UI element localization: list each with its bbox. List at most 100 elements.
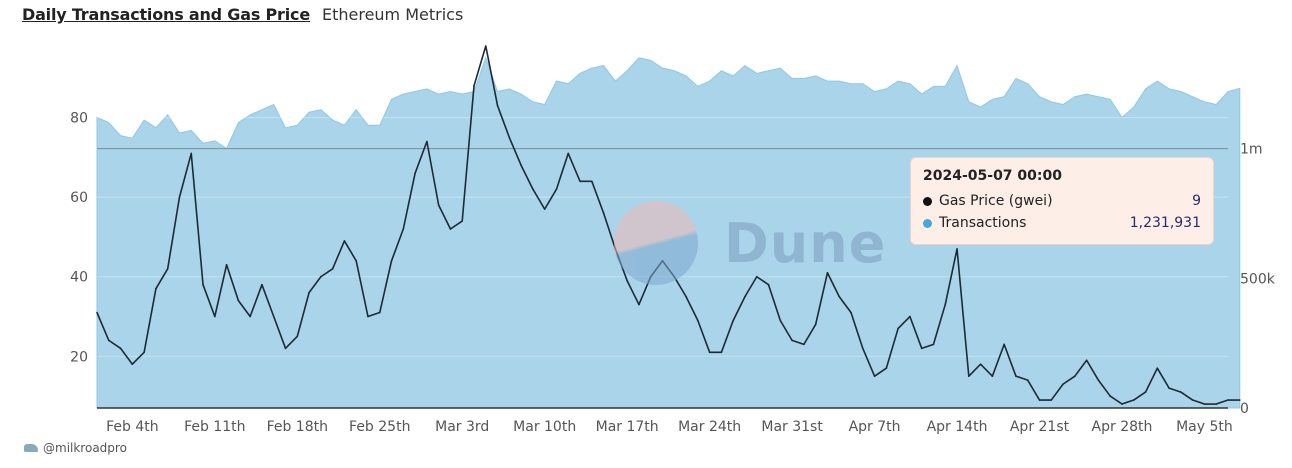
chart-title[interactable]: Daily Transactions and Gas Price	[22, 5, 310, 24]
gas-price-point	[1168, 387, 1170, 389]
gas-price-point	[838, 295, 841, 298]
gas-price-point	[272, 315, 275, 318]
gas-price-point	[1238, 399, 1241, 401]
chart-subtitle: Ethereum Metrics	[321, 5, 464, 24]
x-tick-label: Apr 28th	[1092, 419, 1153, 435]
gas-price-point	[1038, 399, 1041, 401]
x-tick-label: Mar 24th	[678, 419, 741, 435]
y-right-tick-label: 0	[1240, 401, 1249, 417]
gas-price-point	[119, 347, 122, 350]
x-tick-label: Feb 4th	[106, 419, 159, 435]
gas-price-point	[284, 347, 287, 350]
gas-price-point	[225, 264, 228, 266]
gas-price-point	[484, 45, 487, 47]
gas-price-point	[1097, 379, 1100, 381]
gas-price-point	[826, 271, 829, 274]
x-tick-label: Feb 25th	[349, 419, 410, 435]
gas-price-point	[343, 240, 346, 242]
gas-price-point	[520, 164, 522, 167]
gas-price-point	[885, 367, 888, 370]
x-tick-label: Mar 3rd	[435, 419, 489, 435]
gas-price-point	[697, 319, 699, 322]
gas-price-point	[190, 152, 193, 155]
gas-price-point	[1203, 403, 1206, 405]
y-right-tick-label: 500k	[1240, 271, 1276, 287]
gas-price-point	[390, 260, 393, 262]
gas-price-point	[1215, 403, 1218, 405]
gas-price-point	[1132, 399, 1135, 401]
gas-price-point	[1144, 391, 1147, 393]
gas-price-point	[96, 311, 98, 314]
tooltip-row-transactions: Transactions 1,231,931	[923, 212, 1201, 234]
gas-price-point	[767, 283, 770, 286]
milkroad-logo-icon	[24, 444, 38, 452]
dune-logo-icon	[614, 201, 698, 285]
gas-price-point	[355, 260, 357, 262]
gas-price-point	[414, 172, 416, 175]
footer-handle[interactable]: @milkroadpro	[43, 441, 127, 455]
gas-price-point	[991, 375, 994, 377]
gas-price-point	[708, 351, 711, 354]
x-tick-label: Mar 17th	[596, 419, 659, 435]
gas-price-point	[402, 228, 405, 230]
gas-price-point	[107, 339, 110, 342]
gas-price-point	[1015, 375, 1017, 377]
footer-attribution: @milkroadpro	[24, 441, 127, 455]
gas-price-point	[861, 347, 864, 350]
tooltip-series-value: 9	[1192, 193, 1201, 209]
gas-price-point	[508, 136, 511, 139]
gas-price-point	[308, 291, 310, 294]
gas-price-point	[1191, 399, 1194, 401]
y-left-tick-label: 60	[70, 190, 88, 206]
gas-price-point	[496, 104, 499, 107]
gas-price-point	[873, 375, 876, 377]
y-left-tick-label: 80	[70, 111, 88, 127]
x-tick-label: May 5th	[1176, 419, 1233, 435]
gas-price-point	[155, 287, 157, 290]
y-left-tick-label: 40	[70, 270, 88, 286]
gas-price-point	[1156, 367, 1159, 370]
gas-price-point	[602, 212, 605, 214]
gas-price-point	[131, 363, 134, 366]
tooltip-row-gas: Gas Price (gwei) 9	[923, 190, 1201, 212]
gas-price-point	[956, 248, 958, 250]
gas-price-point	[685, 295, 687, 298]
gas-price-point	[166, 267, 169, 270]
gas-price-point	[426, 140, 428, 143]
gas-price-point	[555, 188, 558, 191]
gas-price-point	[567, 152, 570, 155]
dune-watermark: Dune	[614, 201, 886, 285]
gas-price-point	[378, 311, 381, 314]
gas-price-point	[932, 343, 935, 346]
gas-price-point	[1085, 359, 1088, 362]
gas-price-point	[850, 311, 852, 314]
gas-price-point	[214, 315, 216, 318]
gas-price-point	[732, 319, 734, 322]
gas-price-point	[249, 315, 251, 318]
gas-price-point	[461, 220, 464, 222]
gas-price-point	[437, 204, 440, 206]
gas-series-dot-icon	[923, 196, 932, 206]
gas-price-point	[532, 188, 534, 191]
chart-header: Daily Transactions and Gas Price Ethereu…	[22, 5, 463, 24]
y-right-tick-label: 1m	[1240, 142, 1263, 158]
x-tick-label: Apr 7th	[849, 419, 901, 435]
gas-price-point	[143, 351, 145, 354]
gas-price-point	[202, 283, 204, 286]
gas-price-point	[1227, 399, 1229, 401]
gas-price-point	[755, 275, 758, 278]
gas-price-point	[579, 180, 581, 183]
gas-price-point	[320, 275, 322, 278]
gas-price-point	[178, 196, 181, 198]
gas-price-point	[331, 267, 334, 270]
x-tick-label: Feb 11th	[184, 419, 245, 435]
gas-price-point	[1180, 391, 1182, 393]
gas-price-point	[744, 295, 746, 298]
gas-price-point	[909, 315, 911, 318]
x-tick-label: Apr 21st	[1010, 419, 1070, 435]
y-left-tick-label: 20	[70, 349, 88, 365]
gas-price-point	[803, 343, 805, 346]
gas-price-point	[1109, 395, 1111, 397]
gas-price-point	[367, 315, 369, 318]
